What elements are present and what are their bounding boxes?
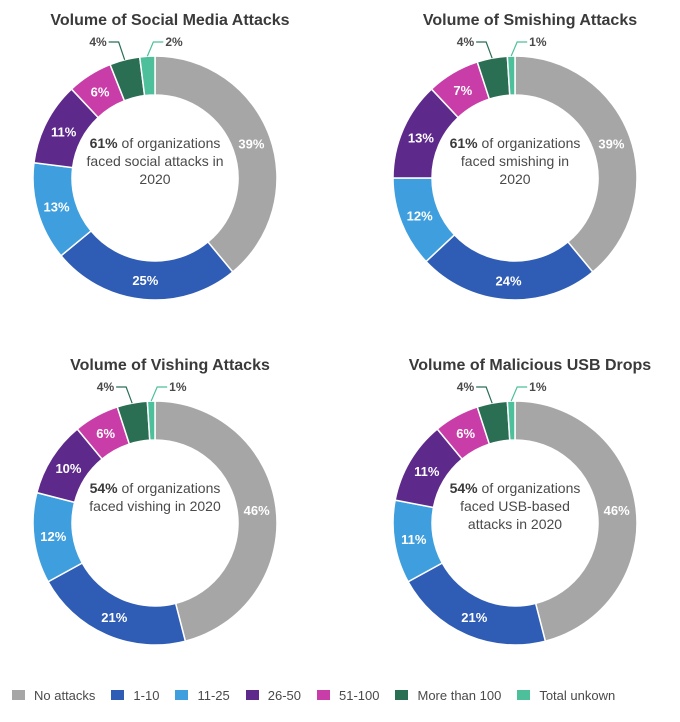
legend-item-total-unknown: Total unkown [517,688,615,703]
legend-item-51-100: 51-100 [317,688,379,703]
slice-1-10 [407,561,547,646]
slice-1-10 [425,233,594,301]
leader-line [108,41,126,61]
legend-label: 26-50 [267,687,301,703]
legend-swatch [111,690,125,700]
leader-line [510,386,528,402]
slice-label: 13% [408,130,434,145]
chart-title: Volume of Social Media Attacks [50,12,290,29]
slice-1-10 [47,561,187,646]
center-highlight: 61% [449,135,478,151]
slice-label: 11% [414,464,440,479]
slice-total-unkown [506,55,516,96]
center-summary: 54% of organizations faced vishing in 20… [85,479,225,515]
chart-title: Volume of Smishing Attacks [422,12,638,29]
slice-label: 24% [496,273,522,288]
slice-no-attacks [514,55,638,274]
legend-item-26-50: 26-50 [245,687,301,703]
center-summary: 61% of organizations faced social attack… [85,134,225,188]
callout-label: 1% [529,35,547,49]
center-text: of organizations faced social attacks in… [86,135,224,187]
callout-label: 4% [89,35,107,49]
donut-chart: 46% 21% 11% 11% 6% 4% 1% [392,380,638,646]
center-highlight: 61% [89,135,118,151]
center-text: of organizations faced USB-based attacks… [460,480,581,532]
slice-label: 12% [407,209,433,224]
legend-swatch [245,690,259,700]
slice-label: 6% [456,426,475,441]
donut-chart: 46% 21% 12% 10% 6% 4% 1% [32,380,278,646]
legend-item-no-attacks: No attacks [12,688,95,703]
callout-label: 2% [165,35,183,49]
slice-label: 11% [401,532,427,547]
leader-line [116,386,133,404]
chart-usb-drops: Volume of Malicious USB Drops 46% 21% 11% 1… [360,345,680,685]
slice-label: 11% [51,124,77,139]
center-summary: 54% of organizations faced USB-based att… [445,479,585,533]
leader-line [476,386,493,404]
slice-label: 10% [55,461,81,476]
chart-title: Volume of Vishing Attacks [70,357,270,374]
donut-chart: 39% 25% 13% 11% 6% 4% 2% [32,35,278,301]
legend-swatch [395,690,409,700]
legend-swatch [175,690,189,700]
slice-label: 25% [132,273,158,288]
slice-label: 12% [40,529,66,544]
legend-swatch [517,690,531,700]
slice-label: 39% [598,136,624,151]
center-text: of organizations faced vishing in 2020 [89,480,221,514]
chart-social-media: Volume of Social Media Attacks 39% 25% 13%… [0,0,340,340]
slice-no-attacks [154,400,278,643]
legend-item-more-than-100: More than 100 [395,688,501,703]
callout-label: 4% [457,35,475,49]
legend-swatch [12,690,25,700]
leader-line [146,41,164,57]
legend-item-1-10: 1-10 [111,688,159,703]
center-highlight: 54% [89,480,118,496]
slice-no-attacks [514,400,638,643]
donut-chart: 39% 24% 12% 13% 7% 4% 1% [392,35,638,301]
legend-item-11-25: 11-25 [175,687,230,703]
legend-label: 51-100 [339,687,380,703]
leader-line [510,41,528,57]
chart-title: Volume of Malicious USB Drops [408,357,652,374]
slice-label: 13% [44,200,70,215]
callout-label: 1% [169,380,187,394]
slice-total-unkown [506,400,516,441]
slice-label: 7% [453,83,472,98]
slice-total-unkown [146,400,156,441]
callout-label: 4% [457,380,475,394]
slice-label: 46% [244,503,270,518]
slice-label: 39% [238,136,264,151]
center-highlight: 54% [449,480,478,496]
center-summary: 61% of organizations faced smishing in 2… [445,134,585,188]
slice-no-attacks [154,55,278,274]
chart-vishing: Volume of Vishing Attacks 46% 21% 12% 10% 6%… [0,345,340,685]
center-text: of organizations faced smishing in 2020 [460,135,581,187]
leader-line [476,41,493,59]
legend-label: No attacks [34,687,96,703]
legend-label: 1-10 [133,687,160,703]
legend-label: Total unkown [539,687,616,703]
legend: No attacks 1-10 11-25 26-50 51-100 More … [12,686,672,704]
legend-label: 11-25 [197,687,230,703]
slice-label: 6% [91,84,110,99]
legend-label: More than 100 [417,687,502,703]
callout-label: 4% [97,380,115,394]
slice-label: 6% [96,426,115,441]
leader-line [150,386,168,402]
slice-label: 46% [604,503,630,518]
slice-label: 21% [101,610,127,625]
chart-smishing: Volume of Smishing Attacks 39% 24% 12% 13% 7… [360,0,680,340]
slice-label: 21% [461,610,487,625]
legend-swatch [317,690,330,700]
callout-label: 1% [529,380,547,394]
slice-total-unkown [138,55,156,97]
slice-1-10 [59,229,234,301]
